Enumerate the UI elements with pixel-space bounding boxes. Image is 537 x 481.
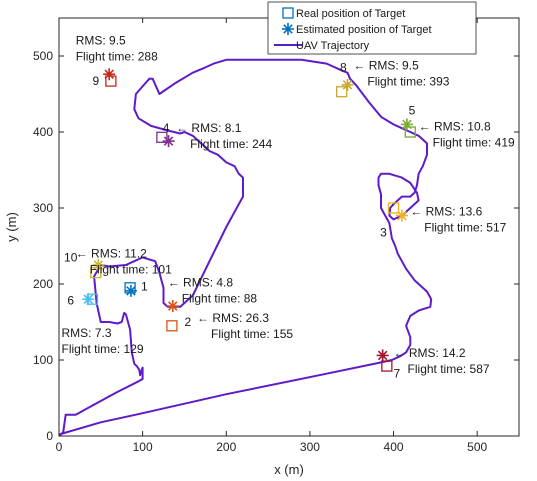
real-position-marker-4 [156,131,168,143]
flight-time-label-2: Flight time: 155 [211,327,293,341]
legend-label: Estimated position of Target [296,24,432,36]
flight-time-label-4: Flight time: 244 [190,137,272,151]
legend-box [267,1,477,55]
flight-time-label-1: Flight time: 88 [182,291,258,305]
target-id-label-2: 2 [184,315,191,329]
x-axis-label: x (m) [274,462,304,477]
target-id-label-9: 9 [92,74,99,88]
estimated-position-marker-5 [400,118,413,131]
legend-asterisk-icon [282,23,294,35]
real-position-marker-2 [166,320,178,332]
y-tick-label: 200 [33,277,53,291]
x-tick-label: 500 [467,440,487,454]
y-tick-label: 300 [33,201,53,215]
rms-label-3: ← RMS: 13.6 [410,205,482,219]
legend: Real position of Target Estimated positio… [267,1,477,55]
real-position-marker-7 [381,360,393,372]
estimated-position-marker-3 [395,209,408,222]
x-tick-label: 400 [384,440,404,454]
rms-label-5: ← RMS: 10.8 [419,119,491,133]
legend-label: UAV Trajectory [296,40,370,52]
y-axis-label: y (m) [4,212,19,242]
x-tick-label: 0 [56,440,63,454]
real-position-marker-3 [387,202,400,214]
estimated-position-marker-4 [162,135,175,148]
rms-label-1: ← RMS: 4.8 [168,275,234,289]
marker-layer [82,68,416,372]
rms-label-2: ← RMS: 26.3 [197,311,269,325]
rms-label-8: ← RMS: 9.5 [353,59,419,73]
estimated-position-marker-6 [82,293,95,306]
x-tick-label: 100 [133,440,153,454]
target-id-label-1: 1 [141,279,148,293]
target-id-label-6: 6 [67,294,74,308]
x-tick-label: 200 [216,440,236,454]
rms-label-7: ← RMS: 14.2 [394,346,466,360]
target-id-label-5: 5 [409,104,416,118]
target-id-label-7: 7 [394,367,401,381]
estimated-position-marker-10 [92,259,105,271]
rms-label-9: RMS: 9.5 [76,34,126,48]
rms-label-10: ← RMS: 11.2 [76,246,147,260]
y-tick-label: 0 [46,429,53,443]
uav-trajectory-line [58,58,433,437]
x-tick-label: 300 [300,440,320,454]
estimated-position-marker-2 [166,300,179,313]
rms-label-6: RMS: 7.3 [62,326,112,340]
flight-time-label-9: Flight time: 288 [76,50,158,64]
target-id-label-4: 4 [163,121,170,135]
target-id-label-3: 3 [380,225,387,239]
y-tick-label: 500 [33,49,53,63]
axis-ticks: 0 100 200 300 400 500 0 100 200 300 400 500 [33,18,519,454]
legend-label: Real position of Target [296,8,405,20]
flight-time-label-3: Flight time: 517 [424,221,506,235]
flight-time-label-10: Flight time: 101 [90,262,172,276]
estimated-position-marker-8 [341,78,354,91]
flight-time-label-8: Flight time: 393 [367,75,449,89]
real-position-marker-8 [336,86,348,98]
target-id-label-10: 10 [64,250,78,264]
trajectory-layer [58,58,433,437]
estimated-position-marker-1 [124,284,137,297]
flight-time-label-5: Flight time: 419 [433,135,515,149]
flight-time-label-6: Flight time: 129 [62,342,144,356]
flight-time-label-7: Flight time: 587 [408,362,490,376]
estimated-position-marker-7 [376,349,389,362]
target-id-label-8: 8 [340,60,347,74]
estimated-position-marker-9 [103,68,116,81]
legend-square-icon [282,7,294,19]
annotation-layer: ← RMS: 4.8 Flight time: 88 1 ← RMS: 26.3 Fli… [62,34,515,381]
rms-label-4: ← RMS: 8.1 [176,121,242,135]
y-tick-label: 400 [33,125,53,139]
y-tick-label: 100 [33,353,53,367]
